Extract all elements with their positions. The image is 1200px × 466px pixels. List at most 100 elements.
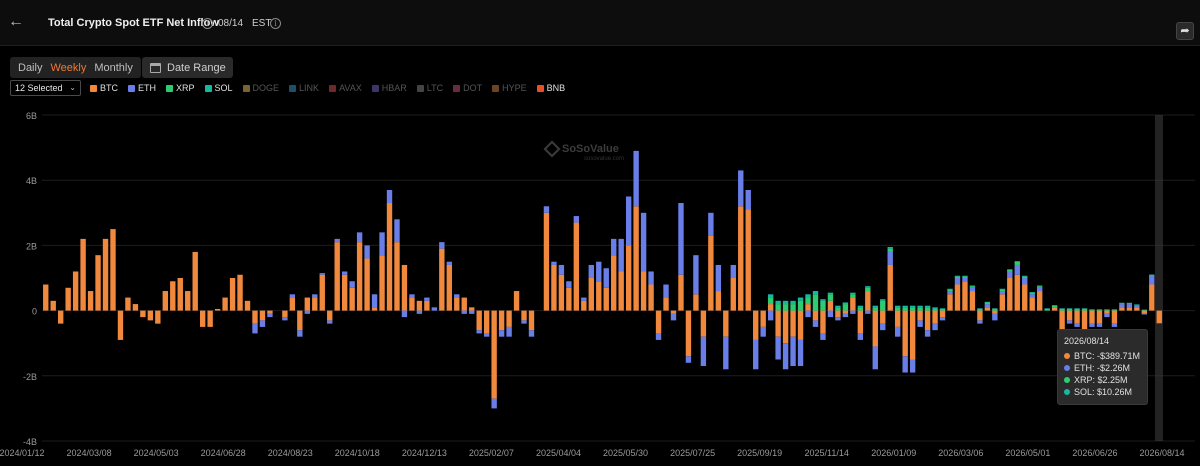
bar-eth xyxy=(446,261,452,265)
bar-sol xyxy=(1036,285,1043,287)
bar-btc xyxy=(543,212,550,311)
bar-xrp xyxy=(805,297,811,305)
bar-sol xyxy=(895,305,901,308)
period-daily[interactable]: Daily xyxy=(18,61,43,74)
bar-xrp xyxy=(790,304,796,311)
bar-eth xyxy=(969,287,976,292)
bar-btc xyxy=(506,310,512,327)
bar-sol xyxy=(880,299,886,301)
bar-sol xyxy=(820,299,826,301)
bar-btc xyxy=(43,284,49,311)
bar-btc xyxy=(551,264,557,311)
bar-xrp xyxy=(917,307,923,311)
bar-btc xyxy=(909,310,916,360)
bar-btc xyxy=(596,281,602,311)
bar-btc xyxy=(147,310,154,321)
period-weekly[interactable]: Weekly xyxy=(50,61,87,74)
share-icon[interactable]: ➦ xyxy=(1176,22,1194,40)
info-icon[interactable]: i xyxy=(202,18,213,29)
bar-btc xyxy=(132,304,139,311)
bar-eth xyxy=(745,189,751,210)
bar-btc xyxy=(102,238,109,311)
timezone-info-icon[interactable]: i xyxy=(270,18,281,29)
bar-btc xyxy=(969,291,976,311)
bar-btc xyxy=(446,264,452,311)
bar-sol xyxy=(1059,308,1065,309)
legend-label: BNB xyxy=(546,83,566,93)
bar-btc xyxy=(566,287,572,311)
legend-item-doge[interactable]: DOGE xyxy=(242,83,279,93)
bar-btc xyxy=(341,274,348,311)
bar-btc xyxy=(282,310,288,318)
bar-btc xyxy=(625,245,632,311)
bar-eth xyxy=(424,297,430,301)
bar-eth xyxy=(1119,304,1125,308)
bar-btc xyxy=(461,297,467,311)
bar-btc xyxy=(140,310,146,318)
bar-eth xyxy=(364,245,370,259)
bar-eth xyxy=(334,238,340,243)
bar-xrp xyxy=(782,304,789,311)
bar-eth xyxy=(775,336,781,360)
bar-btc xyxy=(693,294,699,311)
bar-xrp xyxy=(1089,309,1095,311)
bar-btc xyxy=(229,278,236,311)
bar-xrp xyxy=(1141,309,1148,311)
bar-xrp xyxy=(924,307,931,311)
bar-eth xyxy=(491,398,497,409)
legend-item-link[interactable]: LINK xyxy=(289,83,319,93)
bar-btc xyxy=(327,310,333,321)
bar-btc xyxy=(663,297,669,311)
legend-item-xrp[interactable]: XRP xyxy=(166,83,195,93)
legend-swatch xyxy=(492,84,500,92)
bar-btc xyxy=(386,203,393,311)
bar-eth xyxy=(341,271,348,275)
legend-item-avax[interactable]: AVAX xyxy=(329,83,362,93)
legend-item-eth[interactable]: ETH xyxy=(128,83,156,93)
legend-item-hbar[interactable]: HBAR xyxy=(371,83,407,93)
bar-eth xyxy=(476,330,482,334)
legend-label: AVAX xyxy=(339,83,362,93)
bar-btc xyxy=(648,284,654,311)
bar-eth xyxy=(760,326,766,337)
bar-eth xyxy=(282,317,288,321)
bar-btc xyxy=(924,310,931,331)
bar-eth xyxy=(932,323,938,331)
back-arrow-icon[interactable]: ← xyxy=(8,13,24,30)
bar-btc xyxy=(880,310,886,324)
bar-xrp xyxy=(1074,308,1080,311)
bar-eth xyxy=(1134,305,1140,308)
date-range-button[interactable]: Date Range xyxy=(142,57,233,78)
bar-eth xyxy=(977,320,983,324)
bar-xrp xyxy=(1014,261,1020,265)
legend-item-bnb[interactable]: BNB xyxy=(536,83,566,93)
period-monthly[interactable]: Monthly xyxy=(94,61,133,74)
bar-eth xyxy=(1096,323,1103,327)
tooltip-date: 2026/08/14 xyxy=(1064,336,1110,346)
bar-btc xyxy=(57,310,64,324)
legend-item-dot[interactable]: DOT xyxy=(453,83,482,93)
bar-eth xyxy=(1074,323,1080,327)
legend-label: LTC xyxy=(426,83,444,93)
legend-item-ltc[interactable]: LTC xyxy=(416,83,444,93)
bar-btc xyxy=(1149,284,1155,311)
bar-xrp xyxy=(1119,303,1125,305)
bar-eth xyxy=(304,310,310,314)
bar-eth xyxy=(596,261,602,282)
legend-item-btc[interactable]: BTC xyxy=(90,83,118,93)
bar-xrp xyxy=(820,300,826,311)
bar-sol xyxy=(872,305,878,308)
legend-item-sol[interactable]: SOL xyxy=(204,83,233,93)
legend-item-hype[interactable]: HYPE xyxy=(492,83,527,93)
bar-eth xyxy=(797,339,804,367)
bar-btc xyxy=(685,310,692,357)
date-range-label: Date Range xyxy=(167,61,226,74)
bar-eth xyxy=(551,261,557,265)
bar-eth xyxy=(573,216,580,223)
bar-eth xyxy=(655,333,662,340)
bar-sol xyxy=(917,305,923,308)
bar-eth xyxy=(685,356,692,363)
bar-eth xyxy=(738,170,744,207)
bar-btc xyxy=(297,310,303,331)
asset-selector[interactable]: 12 Selected ⌄ xyxy=(10,80,81,96)
